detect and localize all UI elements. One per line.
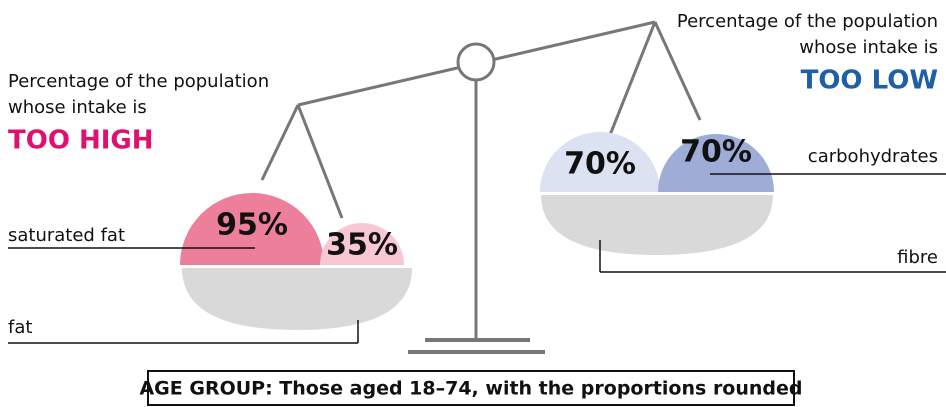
heading: whose intake is [799, 37, 938, 58]
label: saturated fat [8, 225, 125, 246]
heading: Percentage of the population [8, 71, 269, 92]
pan [541, 195, 773, 255]
label: fibre [897, 247, 938, 268]
value: 95% [216, 208, 288, 243]
heading: whose intake is [8, 97, 147, 118]
value: 70% [564, 147, 636, 182]
value: 70% [680, 135, 752, 170]
emphasis: TOO LOW [801, 66, 938, 96]
heading: Percentage of the population [677, 11, 938, 32]
footer: AGE GROUP: Those aged 18–74, with the pr… [139, 378, 802, 400]
pan [182, 268, 412, 330]
label: fat [8, 317, 32, 338]
emphasis: TOO HIGH [8, 126, 154, 156]
infographic: Percentage of the population whose intak… [0, 0, 946, 407]
value: 35% [326, 228, 398, 263]
label: carbohydrates [808, 146, 938, 167]
